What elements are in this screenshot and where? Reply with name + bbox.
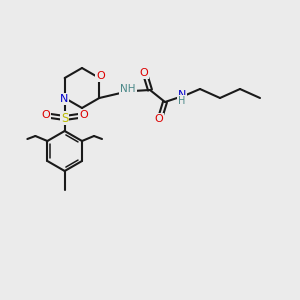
Text: O: O [41, 110, 50, 120]
Text: O: O [79, 110, 88, 120]
Text: N: N [59, 94, 68, 104]
Text: H: H [178, 96, 186, 106]
Text: O: O [154, 114, 164, 124]
Text: N: N [178, 90, 186, 100]
Text: NH: NH [120, 84, 136, 94]
Text: O: O [140, 68, 148, 78]
Text: S: S [61, 112, 68, 124]
Text: O: O [96, 71, 105, 81]
